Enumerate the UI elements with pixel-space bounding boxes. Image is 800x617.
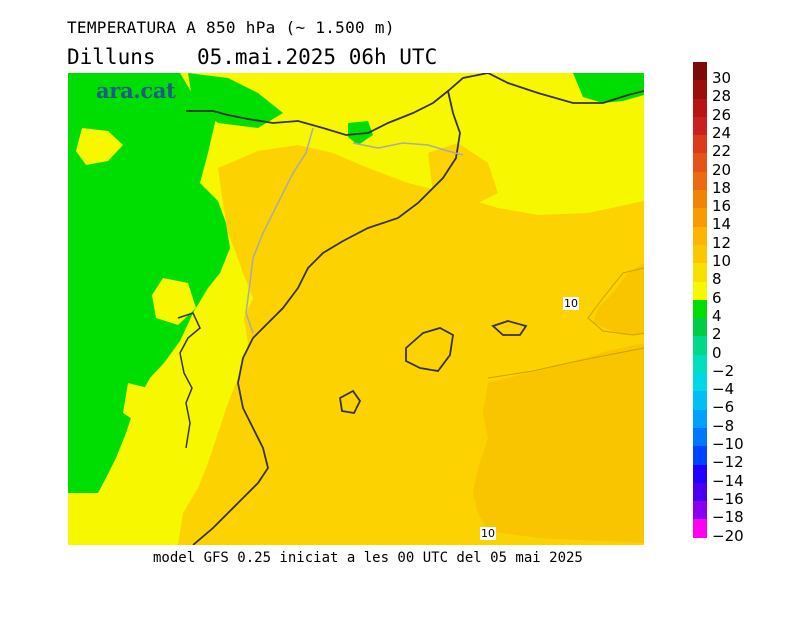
coastline-west <box>177 312 201 449</box>
field-10-12-east <box>593 263 644 335</box>
colorbar-label: 28 <box>712 87 732 106</box>
colorbar-cell <box>693 391 707 410</box>
colorbar-cell <box>693 62 707 81</box>
colorbar-label: −16 <box>712 489 744 508</box>
colorbar-cell <box>693 318 707 337</box>
colorbar-cell <box>693 501 707 520</box>
colorbar-label: 30 <box>712 69 732 87</box>
field-4-6-north <box>188 73 283 128</box>
colorbar-cell <box>693 190 707 209</box>
field-10-12-south <box>473 343 644 543</box>
island-menorca <box>491 320 528 336</box>
colorbar-cell <box>693 263 707 282</box>
colorbar-label: 12 <box>712 233 732 252</box>
colorbar-cell <box>693 354 707 374</box>
model-footer: model GFS 0.25 iniciat a les 00 UTC del … <box>153 550 583 566</box>
colorbar-cell <box>693 208 707 227</box>
island-eivissa <box>339 389 362 414</box>
isotherm-10-east <box>587 267 644 336</box>
colorbar-cell <box>693 299 707 319</box>
colorbar-label: −6 <box>712 398 735 417</box>
colorbar-label: 26 <box>712 105 732 124</box>
colorbar-cell <box>693 244 707 264</box>
frontier-north <box>352 142 464 156</box>
border-france <box>186 73 489 136</box>
colorbar-label: 18 <box>712 178 732 197</box>
field-hole-1 <box>76 128 123 165</box>
colorbar-label: −8 <box>712 416 735 435</box>
forecast-time: Dilluns 05.mai.2025 06h UTC <box>67 45 437 69</box>
colorbar-label: −4 <box>712 380 735 399</box>
island-mallorca <box>405 327 454 372</box>
colorbar-cell <box>693 336 707 355</box>
isotherm-10-south <box>487 347 644 379</box>
field-8-10-north <box>428 143 498 208</box>
coastline-catalonia <box>192 90 461 545</box>
colorbar-label: −12 <box>712 453 744 472</box>
colorbar-label: 24 <box>712 123 732 142</box>
colorbar-cell <box>693 373 707 392</box>
colorbar-cell <box>693 482 707 502</box>
colorbar-label: −10 <box>712 435 744 453</box>
contour-label-10-east: 10 <box>563 297 579 310</box>
colorbar-cell <box>693 464 707 483</box>
colorbar-cell <box>693 80 707 99</box>
colorbar-label: 2 <box>712 325 722 344</box>
colorbar-label: 8 <box>712 270 722 289</box>
colorbar-cell <box>693 153 707 172</box>
colorbar-label: 10 <box>712 252 732 270</box>
colorbar-label: 20 <box>712 160 732 179</box>
colorbar-cell <box>693 171 707 191</box>
frontier-west <box>245 127 314 334</box>
field-4-6-west-2 <box>68 73 133 493</box>
colorbar-label: −14 <box>712 471 744 490</box>
contour-label-10-south: 10 <box>480 527 496 540</box>
colorbar-cell <box>693 226 707 245</box>
temperature-map: ara.cat 10 10 <box>68 73 644 545</box>
field-hole-2 <box>152 278 196 325</box>
colorbar-cell <box>693 427 707 447</box>
colorbar-cell <box>693 409 707 428</box>
colorbar-label: 14 <box>712 215 732 234</box>
colorbar-label: 0 <box>712 343 722 362</box>
chart-title: TEMPERATURA A 850 hPa (~ 1.500 m) <box>67 18 395 37</box>
colorbar-label: 16 <box>712 197 732 216</box>
field-hole-3 <box>123 383 153 423</box>
forecast-day: Dilluns <box>67 45 156 69</box>
colorbar-cell <box>693 281 707 300</box>
colorbar-label: −20 <box>712 526 744 545</box>
colorbar-label: −2 <box>712 361 735 380</box>
colorbar-cell <box>693 98 707 117</box>
colorbar-label: 22 <box>712 142 732 161</box>
ara-cat-logo: ara.cat <box>96 78 176 103</box>
coastline-france <box>487 73 644 104</box>
temperature-colorbar <box>693 62 707 538</box>
colorbar-cell <box>693 135 707 154</box>
colorbar-cell <box>693 446 707 465</box>
temperature-field <box>68 73 644 545</box>
forecast-datetime: 05.mai.2025 06h UTC <box>197 45 438 69</box>
colorbar-label: 6 <box>712 288 722 307</box>
colorbar-label: −18 <box>712 508 744 527</box>
colorbar-cell <box>693 116 707 136</box>
colorbar-cell <box>693 519 707 538</box>
colorbar-label: 4 <box>712 306 722 325</box>
